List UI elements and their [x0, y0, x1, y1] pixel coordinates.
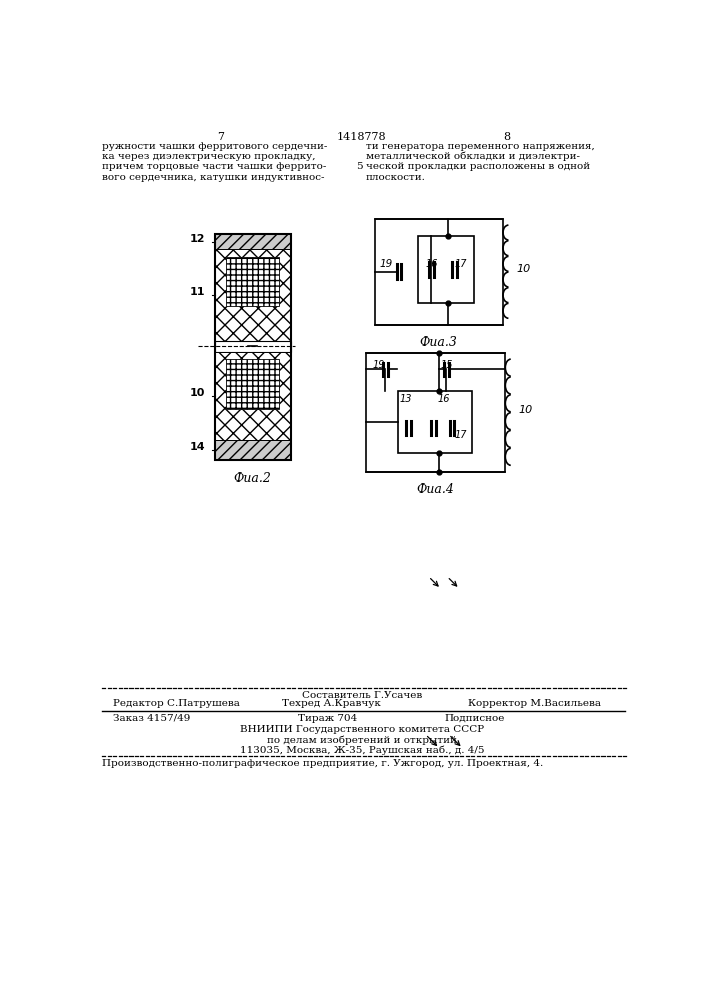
Text: Подписное: Подписное: [445, 714, 506, 723]
Bar: [366, 353, 506, 472]
Text: 19: 19: [379, 259, 392, 269]
Bar: [215, 341, 291, 352]
Text: ВНИИПИ Государственного комитета СССР: ВНИИПИ Государственного комитета СССР: [240, 725, 484, 734]
Text: Тираж 704: Тираж 704: [298, 714, 357, 723]
Text: Заказ 4157/49: Заказ 4157/49: [113, 714, 191, 723]
Text: Техред А.Кравчук: Техред А.Кравчук: [282, 699, 381, 708]
Text: металлической обкладки и диэлектри-: металлической обкладки и диэлектри-: [366, 152, 580, 161]
Text: 7: 7: [216, 132, 223, 142]
Text: 10: 10: [190, 388, 205, 398]
Text: Составитель Г.Усачев: Составитель Г.Усачев: [302, 691, 422, 700]
Text: 12: 12: [190, 234, 206, 244]
Bar: [418, 235, 474, 303]
Text: 5: 5: [356, 162, 363, 171]
Text: 19: 19: [372, 360, 385, 370]
Bar: [226, 359, 279, 409]
Text: 10: 10: [518, 405, 533, 415]
Text: ческой прокладки расположены в одной: ческой прокладки расположены в одной: [366, 162, 590, 171]
Text: 1418778: 1418778: [337, 132, 387, 142]
Text: вого сердечника, катушки индуктивнос-: вого сердечника, катушки индуктивнос-: [103, 173, 325, 182]
Text: Фиа.2: Фиа.2: [234, 472, 271, 485]
Text: 11: 11: [190, 287, 206, 297]
Text: плоскости.: плоскости.: [366, 173, 426, 182]
Bar: [215, 440, 291, 460]
Text: ка через диэлектрическую прокладку,: ка через диэлектрическую прокладку,: [103, 152, 316, 161]
Bar: [215, 234, 291, 460]
Text: 14: 14: [190, 442, 206, 452]
Text: Редактор С.Патрушева: Редактор С.Патрушева: [113, 699, 240, 708]
Bar: [375, 219, 503, 325]
Text: Корректор М.Васильева: Корректор М.Васильева: [468, 699, 601, 708]
Text: 16: 16: [426, 259, 438, 269]
Bar: [215, 352, 291, 440]
Text: Фиа.4: Фиа.4: [416, 483, 455, 496]
Text: 17: 17: [455, 259, 467, 269]
Text: 16: 16: [438, 394, 450, 404]
Bar: [215, 234, 291, 249]
Text: Фиа.3: Фиа.3: [420, 336, 457, 349]
Bar: [215, 249, 291, 341]
Text: 13: 13: [400, 394, 412, 404]
Bar: [398, 391, 472, 453]
Text: ружности чашки ферритового сердечни-: ружности чашки ферритового сердечни-: [103, 142, 328, 151]
Text: причем торцовые части чашки феррито-: причем торцовые части чашки феррито-: [103, 162, 327, 171]
Text: 17: 17: [454, 430, 467, 440]
Text: по делам изобретений и открытий: по делам изобретений и открытий: [267, 735, 457, 745]
Text: 10: 10: [516, 264, 530, 274]
Text: 15: 15: [440, 360, 452, 370]
Text: Производственно-полиграфическое предприятие, г. Ужгород, ул. Проектная, 4.: Производственно-полиграфическое предприя…: [103, 759, 544, 768]
Text: 8: 8: [503, 132, 510, 142]
Text: ти генератора переменного напряжения,: ти генератора переменного напряжения,: [366, 142, 595, 151]
Bar: [226, 257, 279, 306]
Text: 113035, Москва, Ж-35, Раушская наб., д. 4/5: 113035, Москва, Ж-35, Раушская наб., д. …: [240, 745, 484, 755]
